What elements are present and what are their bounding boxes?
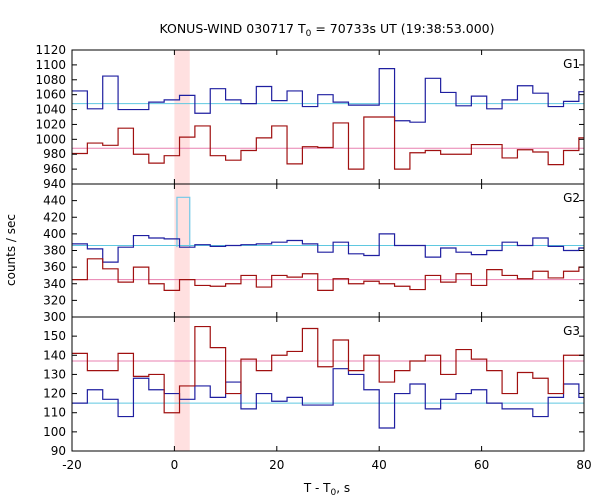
red-series-line xyxy=(72,325,584,414)
blue-series-line xyxy=(72,68,584,123)
y-axis-label: counts / sec xyxy=(4,214,18,286)
y-tick-label: 130 xyxy=(43,367,66,381)
x-axis-label: T - T0, s xyxy=(303,481,350,498)
y-tick-label: 90 xyxy=(51,444,66,458)
y-tick-label: 1000 xyxy=(35,132,66,146)
y-tick-label: 420 xyxy=(43,210,66,224)
x-axis-label-main: T - T xyxy=(303,481,331,495)
panel-frame xyxy=(71,49,585,185)
x-tick-label: 80 xyxy=(576,458,591,472)
y-tick-label: 940 xyxy=(43,177,66,191)
chart-panels: 9409609801000102010401060108011001120G13… xyxy=(35,43,591,472)
red-series-line xyxy=(72,258,584,291)
y-tick-label: 300 xyxy=(43,310,66,324)
y-tick-label: 110 xyxy=(43,406,66,420)
panel-frame xyxy=(71,316,585,452)
y-tick-label: 100 xyxy=(43,425,66,439)
chart-title-rest: = 70733s UT (19:38:53.000) xyxy=(311,21,494,36)
red-series-line xyxy=(72,116,584,170)
blue-series-line xyxy=(72,233,584,263)
x-tick-label: 0 xyxy=(171,458,179,472)
y-tick-label: 340 xyxy=(43,277,66,291)
y-tick-label: 440 xyxy=(43,194,66,208)
x-tick-label: 40 xyxy=(372,458,387,472)
chart-title-main: KONUS-WIND 030717 T xyxy=(159,21,305,36)
panel-g3: 90 100 110 120 130 140 150 G3 xyxy=(43,316,585,458)
highlight-band xyxy=(174,50,190,451)
y-tick-label: 1040 xyxy=(35,103,66,117)
y-tick-label: 140 xyxy=(43,348,66,362)
y-tick-label: 1020 xyxy=(35,117,66,131)
panel-label: G2 xyxy=(563,191,580,205)
x-tick-label: 60 xyxy=(474,458,489,472)
chart-title: KONUS-WIND 030717 T0 = 70733s UT (19:38:… xyxy=(159,21,494,39)
y-tick-label: 980 xyxy=(43,147,66,161)
y-tick-label: 1120 xyxy=(35,43,66,57)
spike-bin xyxy=(176,196,191,248)
chart-title-sub: 0 xyxy=(306,29,312,39)
x-tick-label: -20 xyxy=(62,458,82,472)
x-axis-label-rest: , s xyxy=(336,481,350,495)
blue-series-line xyxy=(72,368,584,429)
x-tick-label: 20 xyxy=(269,458,284,472)
y-tick-label: 120 xyxy=(43,387,66,401)
panel-label: G1 xyxy=(563,57,580,71)
panel-label: G3 xyxy=(563,324,580,338)
y-tick-label: 1080 xyxy=(35,73,66,87)
y-tick-label: 400 xyxy=(43,227,66,241)
panel-g2: 300 320 340 360 380 400 420 440 G2 xyxy=(43,183,585,324)
y-tick-label: 380 xyxy=(43,244,66,258)
x-axis-label-sub: 0 xyxy=(331,488,337,498)
y-tick-label: 360 xyxy=(43,260,66,274)
y-tick-label: 1060 xyxy=(35,88,66,102)
y-tick-label: 1100 xyxy=(35,58,66,72)
panel-frame xyxy=(71,183,585,318)
y-tick-label: 320 xyxy=(43,293,66,307)
y-tick-label: 150 xyxy=(43,329,66,343)
y-tick-label: 960 xyxy=(43,162,66,176)
